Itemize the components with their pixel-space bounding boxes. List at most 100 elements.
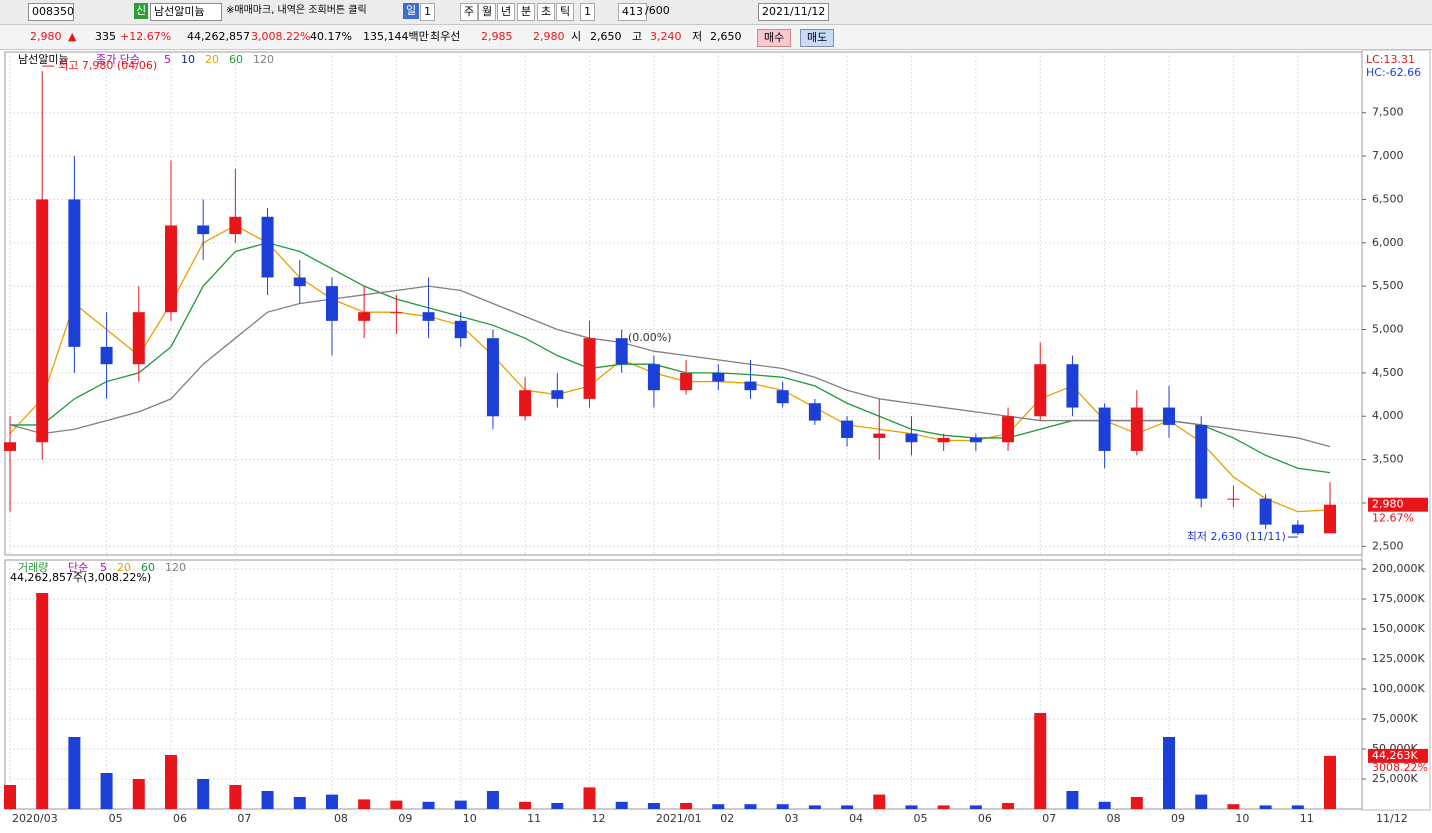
volume-bar (1066, 791, 1079, 809)
stock-code-input[interactable]: 008350 (28, 3, 74, 21)
period-button[interactable]: 년 (497, 3, 516, 21)
y-tick-label: 7,000 (1372, 149, 1404, 162)
candle-body (390, 312, 403, 314)
legend-entry: 5 (100, 561, 107, 574)
y-tick-label: 6,000 (1372, 236, 1404, 249)
info-open-label: 시 (571, 30, 582, 43)
candle-body (519, 390, 532, 417)
period-button[interactable]: 일 (403, 3, 420, 19)
candle-body (1195, 424, 1208, 499)
y-tick-label: 100,000K (1372, 682, 1425, 695)
hc-label: HC:-62.66 (1366, 66, 1421, 79)
candle-body (873, 433, 886, 438)
volume-bar (486, 791, 499, 809)
period-button[interactable]: 1 (420, 3, 435, 21)
y-tick-label: 200,000K (1372, 562, 1425, 575)
x-tick-label: 09 (398, 812, 412, 825)
current-volume: 44,263K (1372, 749, 1418, 762)
info-bar (0, 25, 1432, 50)
volume-subtitle: 44,262,857주(3,008.22%) (10, 571, 151, 584)
candle-body (422, 312, 435, 321)
volume-bar (293, 797, 306, 809)
low-note: 최저 2,630 (11/11) (1187, 530, 1286, 543)
volume-bar (4, 785, 16, 809)
volume-bar (905, 805, 918, 809)
y-tick-label: 4,000 (1372, 409, 1404, 422)
x-tick-label: 11 (1300, 812, 1314, 825)
y-tick-label: 7,500 (1372, 106, 1404, 119)
buy-button[interactable]: 매수 (757, 29, 792, 47)
info-best: 최우선 (430, 30, 461, 43)
x-end-label: 11/12 (1376, 812, 1408, 825)
date-input[interactable]: 2021/11/12 (758, 3, 830, 21)
x-tick-label: 04 (849, 812, 863, 825)
info-price: 2,980 (30, 30, 62, 43)
legend-entry: 120 (253, 53, 274, 66)
volume-bar (422, 801, 435, 809)
period-button[interactable]: 초 (537, 3, 556, 21)
toolbar (0, 0, 1432, 25)
y-tick-label: 125,000K (1372, 652, 1425, 665)
x-tick-label: 11 (527, 812, 541, 825)
info-ask: 2,985 (481, 30, 513, 43)
panel-title: 남선알미늄 (18, 52, 69, 66)
candle-body (969, 437, 982, 443)
candle-body (1098, 407, 1111, 451)
volume-bar (1034, 713, 1047, 809)
x-tick-label: 06 (173, 812, 187, 825)
volume-bar (390, 800, 403, 809)
volume-bar (1195, 794, 1208, 809)
info-arrow: ▲ (68, 30, 77, 43)
candle-body (937, 437, 950, 443)
info-bid: 2,980 (533, 30, 565, 43)
candle-body (1324, 504, 1336, 534)
info-change: 335 (95, 30, 116, 43)
period-button[interactable]: 분 (517, 3, 536, 21)
sell-button[interactable]: 매도 (800, 29, 835, 47)
candle-body (615, 338, 628, 365)
stock-name-input[interactable]: 남선알미늄 (150, 3, 222, 21)
candle-body (1259, 498, 1272, 525)
x-tick-label: 12 (592, 812, 606, 825)
candle-body (132, 312, 145, 365)
period-button[interactable]: 틱 (556, 3, 575, 21)
period-button[interactable]: 월 (478, 3, 497, 21)
volume-bar (841, 805, 854, 809)
x-tick-label: 10 (1235, 812, 1249, 825)
count-input[interactable]: 413 (618, 3, 647, 21)
volume-bar (164, 755, 177, 809)
candle-body (261, 216, 274, 278)
current-rate: 12.67% (1372, 512, 1414, 525)
candle-body (905, 433, 918, 443)
legend-entry: 10 (181, 53, 195, 66)
legend-entry: 120 (165, 561, 186, 574)
candle-body (776, 390, 789, 404)
info-open: 2,650 (590, 30, 622, 43)
x-tick-label: 08 (1107, 812, 1121, 825)
candle-body (1066, 364, 1079, 408)
volume-bar (1130, 797, 1143, 809)
x-tick-label: 07 (237, 812, 251, 825)
candle-body (744, 381, 757, 391)
y-tick-label: 3,500 (1372, 453, 1404, 466)
volume-bar (1227, 804, 1240, 809)
badge[interactable]: 신 (134, 3, 149, 19)
candle-body (583, 338, 596, 399)
period-button[interactable]: 주 (460, 3, 479, 21)
volume-bar (1324, 755, 1336, 809)
period-button[interactable]: 1 (580, 3, 595, 21)
x-tick-label: 03 (785, 812, 799, 825)
volume-bar (100, 773, 113, 809)
y-tick-label: 150,000K (1372, 622, 1425, 635)
candle-body (486, 338, 499, 417)
volume-bar (615, 801, 628, 809)
volume-bar (1291, 805, 1304, 809)
volume-bar (1002, 803, 1015, 809)
candle-body (454, 320, 467, 339)
info-rate: +12.67% (120, 30, 172, 43)
x-tick-label: 10 (463, 812, 477, 825)
y-tick-label: 5,000 (1372, 323, 1404, 336)
panel (4, 559, 1363, 810)
candle-body (1291, 524, 1304, 534)
